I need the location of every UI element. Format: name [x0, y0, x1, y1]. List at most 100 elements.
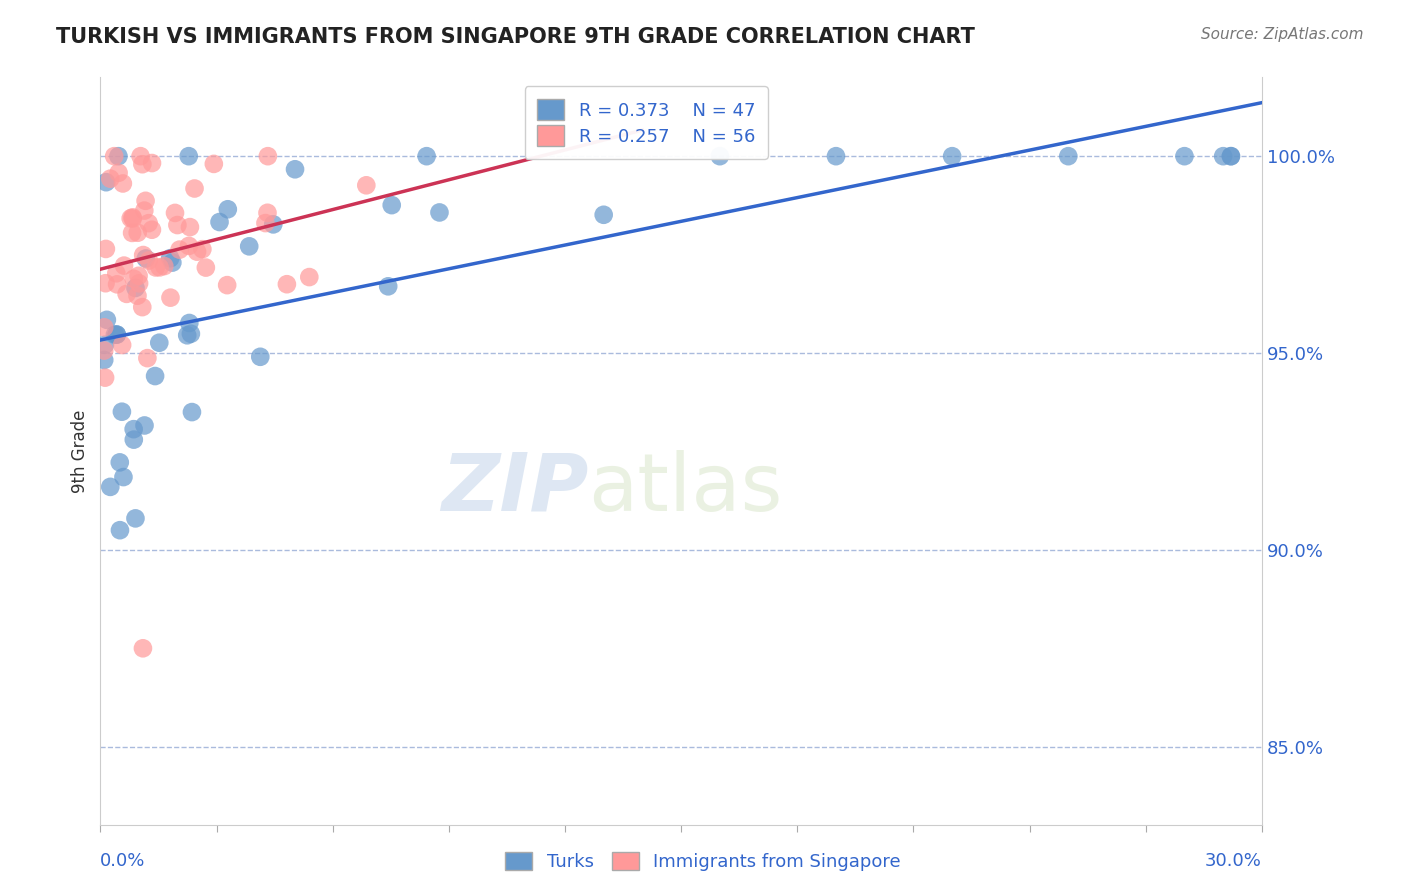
Point [105, 327, 128, 342]
Point [96, 313, 118, 327]
Point [111, 177, 134, 191]
Point [124, 281, 146, 295]
Text: ZIP: ZIP [441, 450, 588, 528]
Point [122, 433, 145, 447]
Point [134, 203, 156, 218]
Point [98, 480, 121, 494]
Point [132, 248, 155, 262]
Point [202, 157, 225, 171]
Point [254, 216, 277, 230]
Point [105, 327, 128, 342]
Point [208, 215, 231, 229]
Point [179, 220, 201, 235]
Point [166, 218, 188, 232]
Point [179, 316, 201, 330]
Y-axis label: 9th Grade: 9th Grade [72, 409, 89, 493]
Point [177, 239, 200, 253]
Point [94, 175, 117, 189]
Point [825, 149, 848, 163]
Point [592, 208, 614, 222]
Point [183, 181, 205, 195]
Text: 30.0%: 30.0% [1205, 852, 1263, 870]
Point [108, 523, 131, 537]
Point [238, 239, 260, 253]
Point [262, 218, 284, 232]
Point [111, 338, 134, 352]
Point [256, 206, 278, 220]
Point [257, 149, 280, 163]
Point [93, 343, 115, 358]
Point [169, 243, 191, 257]
Point [138, 253, 160, 268]
Legend: R = 0.373    N = 47, R = 0.257    N = 56: R = 0.373 N = 47, R = 0.257 N = 56 [524, 87, 768, 159]
Point [104, 327, 127, 342]
Point [105, 266, 128, 280]
Point [134, 418, 156, 433]
Point [941, 149, 963, 163]
Point [217, 278, 239, 293]
Point [1219, 149, 1241, 163]
Point [112, 259, 135, 273]
Point [121, 211, 143, 226]
Point [356, 178, 378, 193]
Point [249, 350, 271, 364]
Text: Source: ZipAtlas.com: Source: ZipAtlas.com [1201, 27, 1364, 42]
Point [132, 641, 155, 656]
Point [181, 405, 204, 419]
Point [122, 422, 145, 436]
Point [94, 277, 117, 291]
Point [135, 252, 157, 266]
Point [163, 206, 186, 220]
Point [129, 149, 152, 163]
Point [94, 370, 117, 384]
Point [122, 272, 145, 286]
Point [276, 277, 298, 292]
Point [131, 157, 153, 171]
Point [217, 202, 239, 217]
Point [112, 470, 135, 484]
Point [709, 149, 731, 163]
Point [180, 326, 202, 341]
Point [1212, 149, 1234, 163]
Point [429, 205, 451, 219]
Legend: Turks, Immigrants from Singapore: Turks, Immigrants from Singapore [498, 845, 908, 879]
Point [93, 353, 115, 368]
Point [284, 162, 307, 177]
Point [141, 223, 163, 237]
Text: atlas: atlas [588, 450, 783, 528]
Point [159, 251, 181, 265]
Point [107, 149, 129, 163]
Point [162, 255, 184, 269]
Point [94, 338, 117, 352]
Point [138, 216, 160, 230]
Point [131, 300, 153, 314]
Point [194, 260, 217, 275]
Point [124, 511, 146, 525]
Point [1219, 149, 1241, 163]
Point [143, 369, 166, 384]
Point [298, 270, 321, 285]
Point [107, 166, 129, 180]
Point [381, 198, 404, 212]
Point [1173, 149, 1195, 163]
Point [93, 320, 115, 334]
Point [153, 259, 176, 273]
Point [136, 351, 159, 365]
Point [127, 289, 149, 303]
Text: TURKISH VS IMMIGRANTS FROM SINGAPORE 9TH GRADE CORRELATION CHART: TURKISH VS IMMIGRANTS FROM SINGAPORE 9TH… [56, 27, 976, 46]
Point [135, 194, 157, 208]
Point [105, 277, 128, 292]
Point [128, 268, 150, 283]
Point [186, 244, 208, 259]
Point [98, 171, 121, 186]
Point [145, 260, 167, 275]
Point [377, 279, 399, 293]
Point [115, 286, 138, 301]
Point [94, 242, 117, 256]
Point [121, 226, 143, 240]
Point [127, 226, 149, 240]
Point [103, 149, 125, 163]
Point [415, 149, 437, 163]
Text: 0.0%: 0.0% [100, 852, 146, 870]
Point [1057, 149, 1080, 163]
